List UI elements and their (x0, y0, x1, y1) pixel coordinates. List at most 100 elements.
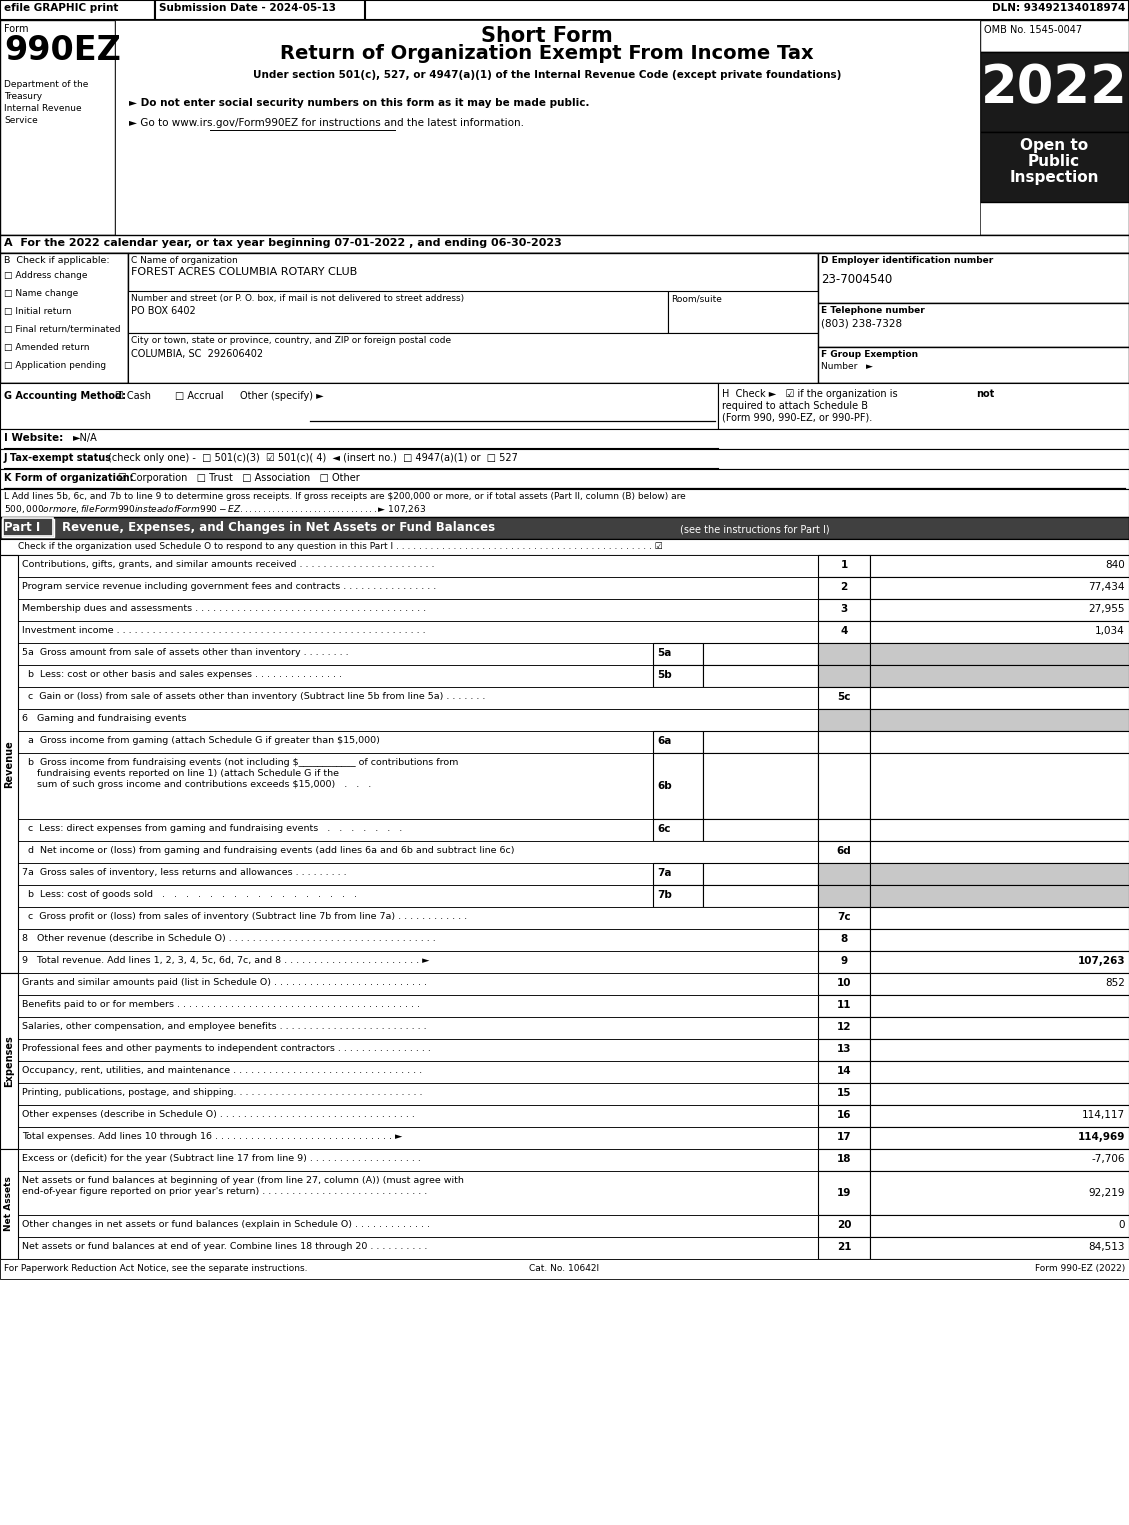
Bar (18, 1083, 819, 1106)
Bar (870, 1237, 1129, 1260)
Bar (819, 1106, 870, 1127)
Text: 114,969: 114,969 (1077, 1132, 1124, 1142)
Text: 21: 21 (837, 1241, 851, 1252)
Bar (128, 253, 819, 383)
Text: 3: 3 (840, 604, 848, 615)
Text: Other changes in net assets or fund balances (explain in Schedule O) . . . . . .: Other changes in net assets or fund bala… (21, 1220, 430, 1229)
Bar (870, 576, 1129, 599)
Text: b  Gross income from fundraising events (not including $____________ of contribu: b Gross income from fundraising events (… (21, 758, 458, 767)
Bar (980, 20, 1129, 52)
Text: 840: 840 (1105, 560, 1124, 570)
Text: Other expenses (describe in Schedule O) . . . . . . . . . . . . . . . . . . . . : Other expenses (describe in Schedule O) … (21, 1110, 414, 1119)
Text: L Add lines 5b, 6c, and 7b to line 9 to determine gross receipts. If gross recei: L Add lines 5b, 6c, and 7b to line 9 to … (5, 493, 685, 502)
Bar (870, 709, 1129, 730)
Bar (819, 576, 870, 599)
Text: Grants and similar amounts paid (list in Schedule O) . . . . . . . . . . . . . .: Grants and similar amounts paid (list in… (21, 978, 427, 987)
Text: Contributions, gifts, grants, and similar amounts received . . . . . . . . . . .: Contributions, gifts, grants, and simila… (21, 560, 435, 569)
Bar (870, 1127, 1129, 1148)
Text: Part I: Part I (5, 522, 41, 534)
Bar (819, 599, 870, 621)
Text: 18: 18 (837, 1154, 851, 1164)
Bar (0, 20, 115, 235)
Bar (18, 1148, 819, 1171)
Text: Form 990-EZ (2022): Form 990-EZ (2022) (1035, 1264, 1124, 1273)
Bar (870, 907, 1129, 929)
Text: 13: 13 (837, 1045, 851, 1054)
Bar (653, 884, 703, 907)
Bar (0, 253, 128, 383)
FancyBboxPatch shape (3, 518, 53, 535)
Text: 5a  Gross amount from sale of assets other than inventory . . . . . . . .: 5a Gross amount from sale of assets othe… (21, 648, 349, 657)
Text: 2022: 2022 (981, 63, 1128, 114)
Text: FOREST ACRES COLUMBIA ROTARY CLUB: FOREST ACRES COLUMBIA ROTARY CLUB (131, 267, 357, 278)
Bar (870, 665, 1129, 686)
Text: 6d: 6d (837, 846, 851, 856)
Text: Printing, publications, postage, and shipping. . . . . . . . . . . . . . . . . .: Printing, publications, postage, and shi… (21, 1087, 422, 1096)
Text: 5c: 5c (838, 692, 851, 702)
Text: Net assets or fund balances at beginning of year (from line 27, column (A)) (mus: Net assets or fund balances at beginning… (21, 1176, 464, 1185)
Bar (819, 644, 870, 665)
Text: 7a  Gross sales of inventory, less returns and allowances . . . . . . . . .: 7a Gross sales of inventory, less return… (21, 868, 347, 877)
Bar (0, 253, 1129, 383)
Bar (2, 518, 54, 537)
Bar (819, 1171, 870, 1215)
Bar (870, 753, 1129, 819)
Text: K Form of organization:: K Form of organization: (5, 473, 133, 483)
Text: 5b: 5b (657, 669, 672, 680)
Text: Inspection: Inspection (1009, 169, 1099, 185)
Bar (870, 1215, 1129, 1237)
Text: b  Less: cost of goods sold   .   .   .   .   .   .   .   .   .   .   .   .   . : b Less: cost of goods sold . . . . . . .… (21, 891, 357, 900)
Text: Department of the: Department of the (5, 79, 88, 88)
Text: Investment income . . . . . . . . . . . . . . . . . . . . . . . . . . . . . . . : Investment income . . . . . . . . . . . … (21, 625, 426, 634)
Bar (18, 884, 653, 907)
Bar (819, 840, 870, 863)
Text: Program service revenue including government fees and contracts . . . . . . . . : Program service revenue including govern… (21, 583, 436, 592)
Bar (653, 819, 703, 840)
Text: 92,219: 92,219 (1088, 1188, 1124, 1199)
Bar (819, 1017, 870, 1039)
Bar (819, 884, 870, 907)
Bar (18, 1106, 819, 1127)
Bar (819, 253, 1129, 303)
Bar (0, 538, 1129, 555)
Bar (870, 819, 1129, 840)
Bar (819, 952, 870, 973)
Text: Number   ►: Number ► (821, 361, 873, 371)
Bar (703, 863, 819, 884)
Text: D Employer identification number: D Employer identification number (821, 256, 994, 265)
Text: DLN: 93492134018974: DLN: 93492134018974 (991, 3, 1124, 14)
Text: Expenses: Expenses (5, 1035, 14, 1087)
Bar (0, 1148, 18, 1260)
Bar (653, 665, 703, 686)
Bar (18, 621, 819, 644)
Bar (0, 1260, 1129, 1279)
Text: Benefits paid to or for members . . . . . . . . . . . . . . . . . . . . . . . . : Benefits paid to or for members . . . . … (21, 1000, 420, 1010)
Text: 14: 14 (837, 1066, 851, 1077)
Bar (18, 576, 819, 599)
Text: A  For the 2022 calendar year, or tax year beginning 07-01-2022 , and ending 06-: A For the 2022 calendar year, or tax yea… (5, 238, 562, 249)
Bar (18, 665, 653, 686)
Bar (0, 0, 155, 20)
Text: J Tax-exempt status: J Tax-exempt status (5, 453, 112, 464)
Bar (18, 1061, 819, 1083)
Text: 7c: 7c (838, 912, 851, 923)
Text: (803) 238-7328: (803) 238-7328 (821, 319, 902, 329)
Bar (18, 599, 819, 621)
Bar (819, 686, 870, 709)
Text: ►N/A: ►N/A (73, 433, 98, 442)
Bar (870, 994, 1129, 1017)
Text: G Accounting Method:: G Accounting Method: (5, 390, 126, 401)
Text: Form: Form (5, 24, 28, 34)
Bar (0, 383, 1129, 429)
Bar (819, 863, 870, 884)
Text: a  Gross income from gaming (attach Schedule G if greater than $15,000): a Gross income from gaming (attach Sched… (21, 737, 379, 746)
Text: Part I: Part I (5, 522, 41, 534)
Bar (819, 929, 870, 952)
Bar (703, 753, 819, 819)
Text: Part I: Part I (5, 522, 41, 534)
Text: H  Check ►   ☑ if the organization is: H Check ► ☑ if the organization is (723, 389, 901, 400)
Text: 11: 11 (837, 1000, 851, 1010)
Text: 16: 16 (837, 1110, 851, 1119)
Bar (870, 1148, 1129, 1171)
Text: ► Go to www.irs.gov/Form990EZ for instructions and the latest information.: ► Go to www.irs.gov/Form990EZ for instru… (129, 117, 524, 128)
